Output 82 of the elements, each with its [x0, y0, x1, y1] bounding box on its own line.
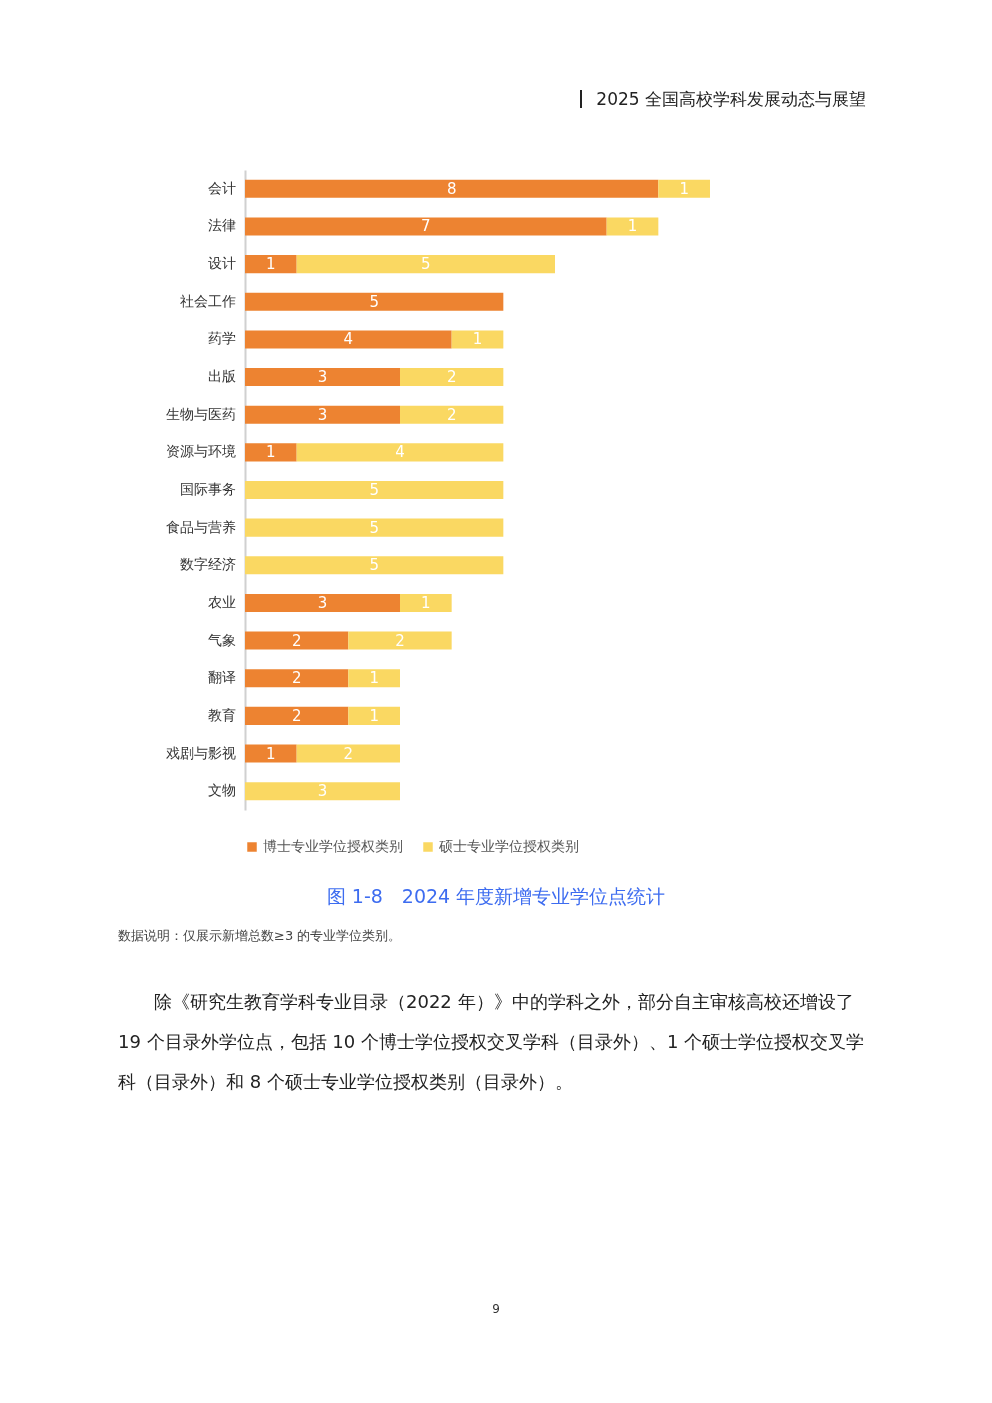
text: 2025 全国高校学科发展动态与展望	[580, 89, 866, 109]
bar	[245, 255, 297, 274]
data-label: 3	[317, 368, 328, 387]
bar	[606, 217, 659, 236]
bar	[245, 782, 400, 801]
data-label: 1	[472, 330, 483, 349]
data-label: 1	[679, 179, 689, 198]
bar	[245, 556, 504, 575]
data-label: 5	[369, 556, 379, 575]
data-label: 1	[627, 217, 638, 236]
y-tick-label: 文物	[207, 782, 236, 799]
y-tick-label: 法律	[207, 217, 236, 234]
bar	[245, 368, 400, 387]
bar	[245, 480, 504, 500]
data-label: 4	[395, 443, 405, 462]
bar	[348, 669, 400, 688]
bar	[348, 631, 452, 650]
bar	[296, 744, 400, 763]
y-tick-label: 出版	[207, 368, 236, 385]
data-label: 8	[446, 179, 457, 198]
data-label: 2	[291, 669, 302, 688]
bar	[400, 368, 504, 387]
legend-label: 硕士专业学位授权类别	[438, 838, 579, 854]
data-label: 5	[421, 255, 431, 274]
data-label: 4	[343, 330, 354, 349]
data-label: 1	[266, 255, 276, 274]
bar	[245, 744, 297, 763]
y-tick-label: 设计	[207, 255, 236, 272]
bar	[245, 330, 452, 349]
data-label: 5	[369, 481, 379, 499]
y-tick-label: 生物与医药	[165, 405, 236, 422]
bar	[245, 706, 349, 725]
bar	[658, 179, 710, 198]
y-tick-label: 食品与营养	[165, 518, 236, 535]
y-tick-label: 戏剧与影视	[165, 744, 236, 761]
bar	[400, 405, 504, 424]
bar	[245, 292, 504, 311]
text: 图 1-8 2024 年度新增专业学位点统计	[325, 884, 667, 909]
bar	[245, 593, 400, 612]
y-tick-label: 国际事务	[179, 481, 236, 497]
bar	[245, 518, 504, 537]
y-tick-label: 气象	[207, 631, 236, 648]
text: 除《研究生教育学科专业目录（2022 年）》中的学科之外，部分自主审核高校还增设了 19 个目录外学位点，包括 10 个博士学位授权交叉学科（目录外）、1 个硕士学位授权交叉学科（目录外）和 8 个硕士专业学位授权类别（目录外）。	[118, 990, 866, 1094]
bar	[245, 217, 607, 236]
data-label: 2	[291, 706, 302, 725]
data-label: 3	[317, 782, 328, 801]
bar	[296, 443, 504, 462]
bar	[451, 330, 504, 349]
data-label: 1	[266, 744, 276, 763]
data-label: 3	[317, 405, 328, 424]
text: 9	[491, 1302, 501, 1316]
bar	[400, 593, 452, 612]
y-tick-label: 资源与环境	[165, 443, 236, 460]
bar	[245, 405, 400, 424]
data-label: 2	[291, 631, 302, 650]
data-label: 2	[343, 744, 354, 763]
bar	[245, 631, 349, 650]
data-label: 5	[369, 518, 379, 537]
y-tick-label: 教育	[207, 706, 236, 723]
legend-label: 博士专业学位授权类别	[263, 838, 403, 854]
y-tick-label: 数字经济	[179, 556, 236, 573]
data-label: 2	[395, 631, 405, 650]
data-label: 1	[421, 593, 431, 612]
bar	[245, 669, 349, 688]
data-label: 1	[369, 706, 379, 725]
text: 数据说明：仅展示新增总数≥3 的专业学位类别。	[118, 927, 402, 945]
y-tick-label: 会计	[207, 179, 236, 196]
data-label: 1	[266, 443, 276, 462]
bar	[245, 179, 659, 198]
bar	[245, 443, 297, 462]
y-tick-label: 药学	[207, 330, 236, 347]
bar	[348, 706, 400, 725]
data-label: 3	[317, 593, 328, 612]
y-tick-label: 社会工作	[179, 292, 236, 309]
y-tick-label: 农业	[207, 593, 236, 610]
data-label: 5	[369, 292, 379, 311]
data-label: 2	[446, 368, 457, 387]
y-tick-label: 翻译	[207, 669, 236, 686]
data-label: 1	[369, 669, 379, 688]
data-label: 7	[421, 217, 431, 236]
bar	[296, 255, 555, 274]
data-label: 2	[446, 405, 457, 424]
